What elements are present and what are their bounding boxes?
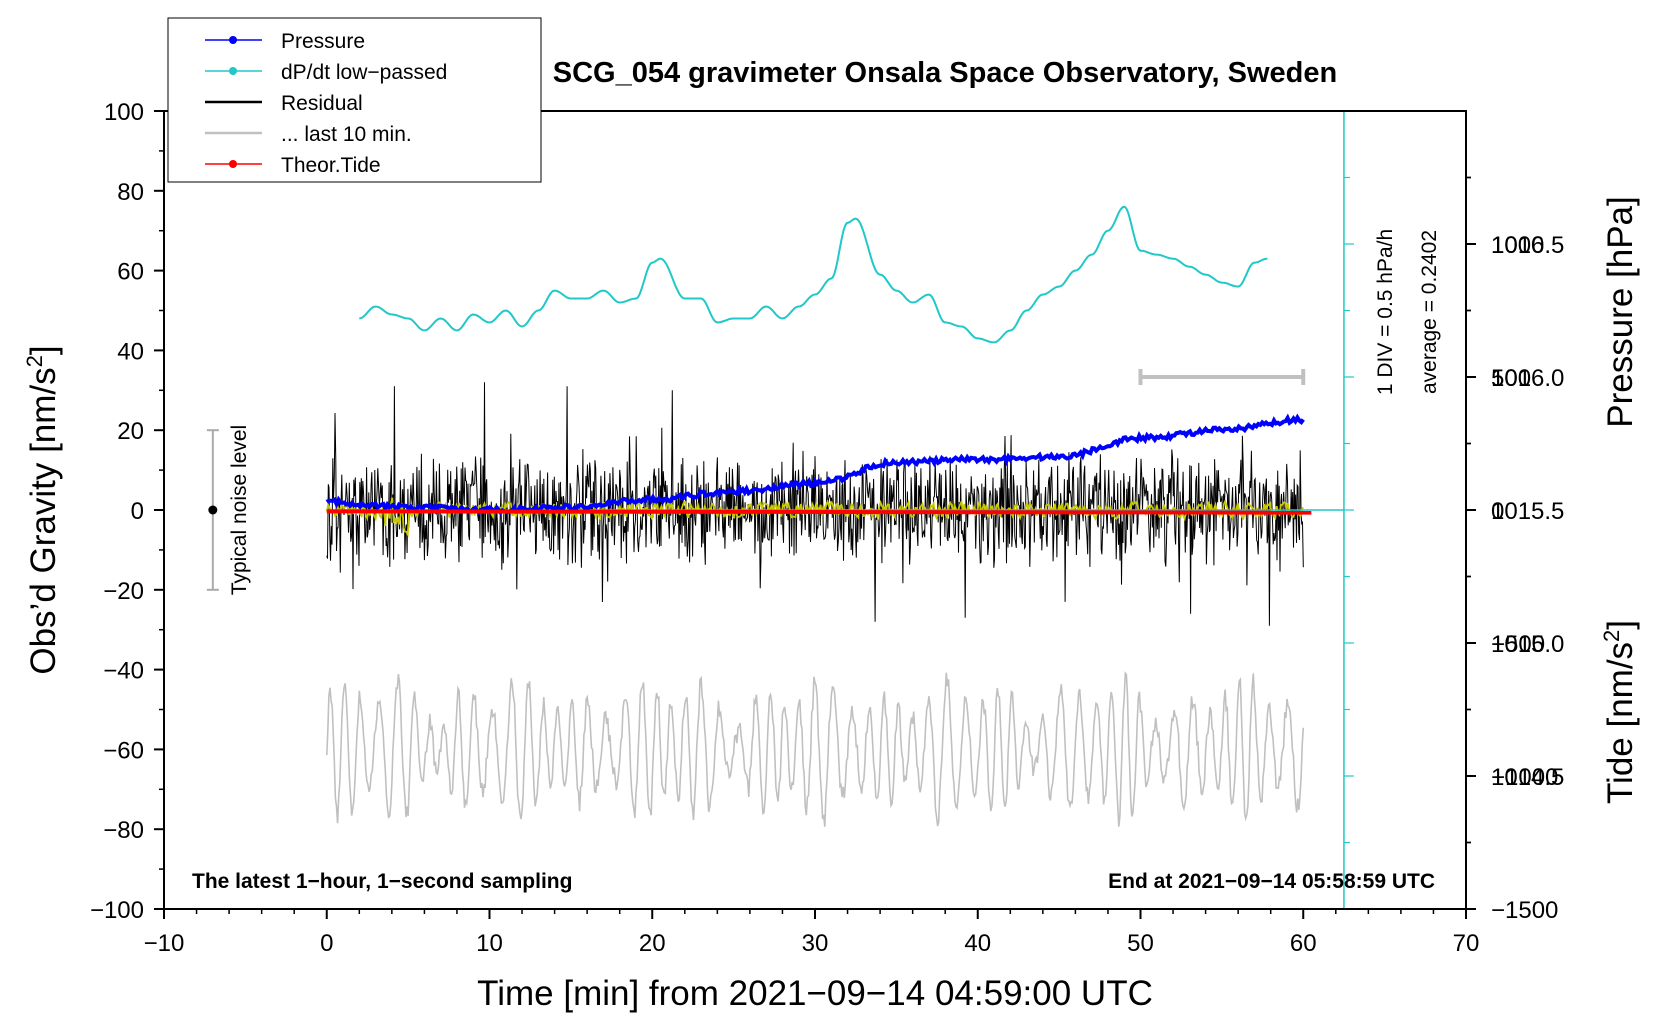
legend-box — [167, 17, 542, 183]
y-axis-label-tide: Tide [nm/s2] — [1599, 620, 1640, 804]
average-annotation: average = 0.2402 — [1418, 230, 1441, 394]
last-10-min-series — [326, 671, 1305, 827]
y-axis-label-pressure: Pressure [hPa] — [1601, 196, 1640, 428]
pressure-line — [325, 413, 1305, 516]
legend: Pressure dP/dt low−passed Residual ... last… — [167, 17, 542, 183]
pressure-tick-label: 1015.5 — [1491, 498, 1564, 525]
pressure-tick-label: 1014.5 — [1491, 764, 1564, 791]
noise-level-label: Typical noise level — [228, 425, 251, 595]
x-tick-label: 40 — [964, 930, 991, 957]
y-axis-label-tide-end: ] — [1601, 620, 1640, 630]
x-axis-label: Time [min] from 2021−09−14 04:59:00 UTC — [477, 974, 1153, 1013]
pressure-tick-label: 1016.5 — [1491, 232, 1564, 259]
y-axis-label-left-main: Obs’d Gravity [nm/s — [24, 367, 63, 674]
y-axis-label-tide-main: Tide [nm/s — [1601, 642, 1640, 804]
y-tick-label: 0 — [131, 498, 144, 525]
tide-tick-label: −500 — [1491, 631, 1545, 658]
y-axis-label-left-end: ] — [24, 345, 63, 355]
y-tick-label: 60 — [117, 259, 144, 286]
x-tick-label: 60 — [1290, 930, 1317, 957]
y-tick-label: 40 — [117, 338, 144, 365]
theor-tide-series — [326, 509, 1312, 515]
pressure-tick-label: 1015.0 — [1491, 631, 1564, 658]
y-tick-label: −60 — [103, 737, 144, 764]
axis-ticks: −10 0 10 20 30 40 50 60 70−100−80−60−40−20020406… — [90, 99, 1564, 957]
noise-bar-center — [208, 505, 218, 515]
tide-tick-label: 1000 — [1491, 232, 1544, 259]
y-axis-label-left-sup: 2 — [22, 355, 47, 367]
legend-label: Theor.Tide — [281, 154, 381, 177]
tide-tick-label: 500 — [1491, 365, 1531, 392]
tide-tick-label: −1500 — [1491, 897, 1558, 924]
y-tick-label: −40 — [103, 658, 144, 685]
legend-label: Residual — [281, 92, 363, 115]
x-tick-label: 50 — [1127, 930, 1154, 957]
x-tick-label: −10 — [144, 930, 185, 957]
legend-items: Pressure dP/dt low−passed Residual ... last… — [205, 30, 447, 177]
theor-tide-line — [326, 509, 1312, 515]
tide-tick-label: −1000 — [1491, 764, 1558, 791]
end-time-annotation: End at 2021−09−14 05:58:59 UTC — [1108, 870, 1435, 893]
y-tick-label: 100 — [104, 99, 144, 126]
legend-label: Pressure — [281, 30, 365, 53]
legend-marker — [229, 67, 237, 75]
legend-label: dP/dt low−passed — [281, 61, 447, 84]
div-annotation: 1 DIV = 0.5 hPa/h — [1374, 229, 1397, 395]
y-tick-label: −80 — [103, 817, 144, 844]
y-tick-label: 80 — [117, 179, 144, 206]
x-tick-label: 10 — [476, 930, 503, 957]
legend-marker — [229, 36, 237, 44]
tide-tick-label: 0 — [1491, 498, 1504, 525]
chart-title: SCG_054 gravimeter Onsala Space Observat… — [553, 57, 1337, 89]
x-tick-label: 0 — [320, 930, 333, 957]
x-tick-label: 70 — [1453, 930, 1480, 957]
y-tick-label: −100 — [90, 897, 144, 924]
y-axis-label-left: Obs’d Gravity [nm/s2] — [22, 345, 63, 674]
y-axis-label-tide-sup: 2 — [1599, 630, 1624, 642]
last-10-min-line — [326, 671, 1305, 827]
pressure-series — [325, 413, 1305, 516]
x-tick-label: 20 — [639, 930, 666, 957]
legend-marker — [229, 160, 237, 168]
dpdt-line — [359, 205, 1268, 344]
legend-label: ... last 10 min. — [281, 123, 412, 146]
y-tick-label: 20 — [117, 418, 144, 445]
sampling-annotation: The latest 1−hour, 1−second sampling — [192, 870, 572, 893]
pressure-tick-label: 1016.0 — [1491, 365, 1564, 392]
chart-annotations — [206, 369, 1306, 591]
y-tick-label: −20 — [103, 578, 144, 605]
x-tick-label: 30 — [802, 930, 829, 957]
